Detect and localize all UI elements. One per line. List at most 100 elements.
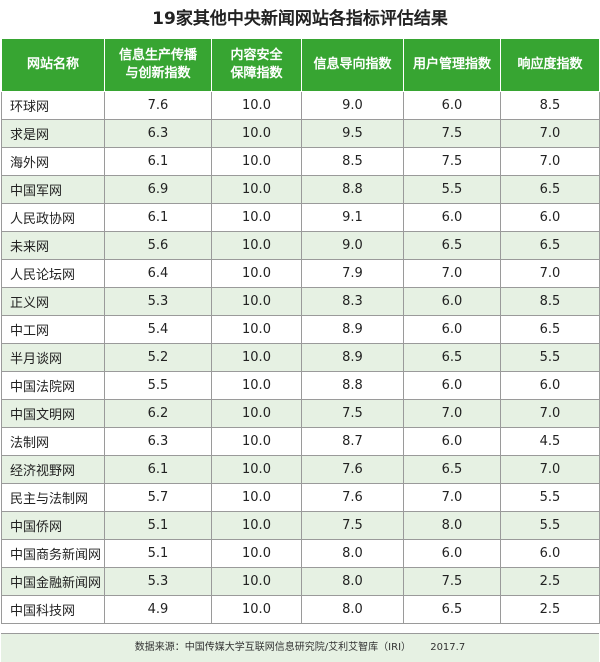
cell-guidance: 8.3 [301, 287, 404, 316]
cell-site-name: 中国商务新闻网 [1, 539, 105, 568]
cell-production-innovation: 5.5 [104, 371, 212, 400]
cell-guidance: 8.9 [301, 315, 404, 344]
cell-content-security: 10.0 [211, 231, 302, 260]
cell-user-management: 6.0 [403, 539, 501, 568]
cell-responsiveness: 6.5 [500, 231, 600, 260]
cell-content-security: 10.0 [211, 483, 302, 512]
cell-site-name: 海外网 [1, 147, 105, 176]
cell-production-innovation: 6.3 [104, 427, 212, 456]
column-header-content-security: 内容安全 保障指数 [211, 38, 302, 92]
table-row: 中工网 5.4 10.0 8.9 6.0 6.5 [1, 315, 600, 344]
cell-user-management: 7.5 [403, 119, 501, 148]
cell-site-name: 中国金融新闻网 [1, 567, 105, 596]
cell-responsiveness: 8.5 [500, 91, 600, 120]
table-row: 未来网 5.6 10.0 9.0 6.5 6.5 [1, 231, 600, 260]
table-row: 中国侨网 5.1 10.0 7.5 8.0 5.5 [1, 511, 600, 540]
cell-guidance: 9.0 [301, 231, 404, 260]
cell-production-innovation: 6.1 [104, 455, 212, 484]
column-header-site-name: 网站名称 [1, 38, 105, 92]
cell-content-security: 10.0 [211, 455, 302, 484]
cell-site-name: 中国军网 [1, 175, 105, 204]
cell-production-innovation: 7.6 [104, 91, 212, 120]
table-row: 正义网 5.3 10.0 8.3 6.0 8.5 [1, 287, 600, 316]
cell-content-security: 10.0 [211, 175, 302, 204]
cell-production-innovation: 5.2 [104, 343, 212, 372]
cell-responsiveness: 7.0 [500, 399, 600, 428]
cell-responsiveness: 5.5 [500, 483, 600, 512]
cell-guidance: 8.9 [301, 343, 404, 372]
cell-user-management: 6.0 [403, 91, 501, 120]
table-row: 人民政协网 6.1 10.0 9.1 6.0 6.0 [1, 203, 600, 232]
cell-responsiveness: 8.5 [500, 287, 600, 316]
table-row: 中国文明网 6.2 10.0 7.5 7.0 7.0 [1, 399, 600, 428]
column-header-production-innovation: 信息生产传播 与创新指数 [104, 38, 212, 92]
cell-content-security: 10.0 [211, 119, 302, 148]
cell-production-innovation: 5.7 [104, 483, 212, 512]
cell-production-innovation: 6.4 [104, 259, 212, 288]
cell-responsiveness: 6.0 [500, 539, 600, 568]
cell-site-name: 经济视野网 [1, 455, 105, 484]
table-header-row: 网站名称 信息生产传播 与创新指数 内容安全 保障指数 信息导向指数 用户管理指… [1, 38, 600, 92]
cell-guidance: 8.8 [301, 371, 404, 400]
source-date: 2017.7 [430, 642, 466, 653]
cell-content-security: 10.0 [211, 567, 302, 596]
cell-responsiveness: 6.5 [500, 175, 600, 204]
cell-site-name: 环球网 [1, 91, 105, 120]
cell-guidance: 8.7 [301, 427, 404, 456]
cell-user-management: 6.5 [403, 231, 501, 260]
cell-content-security: 10.0 [211, 147, 302, 176]
cell-content-security: 10.0 [211, 315, 302, 344]
cell-guidance: 7.5 [301, 511, 404, 540]
cell-responsiveness: 4.5 [500, 427, 600, 456]
table-row: 中国金融新闻网 5.3 10.0 8.0 7.5 2.5 [1, 567, 600, 596]
cell-site-name: 求是网 [1, 119, 105, 148]
cell-responsiveness: 5.5 [500, 343, 600, 372]
cell-content-security: 10.0 [211, 399, 302, 428]
cell-responsiveness: 2.5 [500, 595, 600, 624]
cell-user-management: 5.5 [403, 175, 501, 204]
cell-guidance: 8.5 [301, 147, 404, 176]
cell-production-innovation: 6.9 [104, 175, 212, 204]
cell-user-management: 6.0 [403, 287, 501, 316]
source-footer: 数据来源：中国传媒大学互联网信息研究院/艾利艾智库（IRI） 2017.7 [1, 633, 599, 662]
table-row: 中国科技网 4.9 10.0 8.0 6.5 2.5 [1, 595, 600, 624]
cell-site-name: 中国侨网 [1, 511, 105, 540]
cell-production-innovation: 6.1 [104, 147, 212, 176]
table-row: 中国商务新闻网 5.1 10.0 8.0 6.0 6.0 [1, 539, 600, 568]
cell-guidance: 8.0 [301, 539, 404, 568]
cell-guidance: 9.0 [301, 91, 404, 120]
cell-production-innovation: 5.1 [104, 539, 212, 568]
cell-site-name: 民主与法制网 [1, 483, 105, 512]
cell-guidance: 8.8 [301, 175, 404, 204]
cell-guidance: 8.0 [301, 595, 404, 624]
table-row: 人民论坛网 6.4 10.0 7.9 7.0 7.0 [1, 259, 600, 288]
cell-user-management: 6.0 [403, 203, 501, 232]
cell-user-management: 7.0 [403, 259, 501, 288]
cell-user-management: 6.5 [403, 343, 501, 372]
cell-site-name: 中国科技网 [1, 595, 105, 624]
table-row: 海外网 6.1 10.0 8.5 7.5 7.0 [1, 147, 600, 176]
cell-responsiveness: 5.5 [500, 511, 600, 540]
cell-guidance: 7.5 [301, 399, 404, 428]
cell-user-management: 6.0 [403, 427, 501, 456]
cell-content-security: 10.0 [211, 539, 302, 568]
cell-user-management: 6.5 [403, 455, 501, 484]
cell-guidance: 7.6 [301, 455, 404, 484]
page-title: 19家其他中央新闻网站各指标评估结果 [152, 9, 448, 29]
cell-content-security: 10.0 [211, 203, 302, 232]
cell-production-innovation: 5.1 [104, 511, 212, 540]
table-row: 民主与法制网 5.7 10.0 7.6 7.0 5.5 [1, 483, 600, 512]
cell-production-innovation: 5.6 [104, 231, 212, 260]
cell-responsiveness: 6.5 [500, 315, 600, 344]
cell-content-security: 10.0 [211, 427, 302, 456]
cell-site-name: 正义网 [1, 287, 105, 316]
cell-responsiveness: 6.0 [500, 371, 600, 400]
cell-site-name: 法制网 [1, 427, 105, 456]
cell-responsiveness: 7.0 [500, 119, 600, 148]
cell-user-management: 7.5 [403, 147, 501, 176]
cell-user-management: 7.5 [403, 567, 501, 596]
table-row: 经济视野网 6.1 10.0 7.6 6.5 7.0 [1, 455, 600, 484]
table-row: 中国军网 6.9 10.0 8.8 5.5 6.5 [1, 175, 600, 204]
column-header-guidance: 信息导向指数 [301, 38, 404, 92]
cell-guidance: 7.9 [301, 259, 404, 288]
